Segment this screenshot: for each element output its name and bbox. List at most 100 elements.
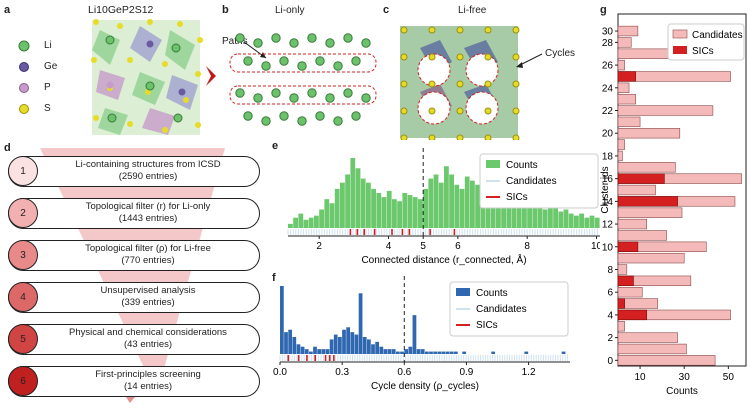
s-atom [428, 134, 436, 140]
y-tick-label: 26 [602, 61, 614, 72]
count-bar [300, 346, 305, 354]
crystal-structure-lgps [18, 19, 216, 135]
y-tick-label: 22 [602, 106, 614, 117]
count-bar [329, 339, 334, 354]
legend-counts-swatch [486, 160, 500, 168]
li-atom [351, 56, 361, 66]
li-atom [261, 116, 271, 126]
count-bar [418, 199, 423, 228]
count-bar [449, 174, 454, 228]
count-bar [386, 190, 392, 228]
count-bar [325, 349, 330, 354]
count-bar [594, 217, 600, 228]
count-bar [574, 215, 579, 228]
count-bar [412, 315, 417, 354]
count-bar [449, 351, 454, 354]
step-count: (2590 entries) [118, 171, 178, 182]
y-tick-label: 20 [602, 129, 614, 140]
candidate-bar [617, 355, 716, 366]
s-atom [456, 26, 464, 34]
x-tick-label: 0.0 [273, 367, 287, 378]
count-bar [345, 174, 350, 228]
count-bar [425, 351, 429, 354]
count-bar [464, 176, 470, 228]
sic-bar [617, 173, 665, 184]
legend-entry: SICs [692, 46, 714, 57]
count-bar [381, 197, 387, 228]
s-atom [456, 107, 464, 115]
count-bar [358, 293, 363, 354]
li-atom [325, 38, 335, 48]
y-tick-label: 24 [602, 83, 614, 94]
count-bar [420, 349, 425, 354]
panel-label-d: d [4, 142, 11, 154]
count-bar [350, 332, 355, 354]
count-bar [396, 351, 400, 354]
candidate-bar [617, 287, 643, 298]
count-bar [404, 349, 409, 354]
candidate-bar [617, 332, 678, 343]
y-tick-label: 18 [602, 151, 614, 162]
legend-p: P [44, 82, 51, 93]
step-number: 4 [8, 282, 38, 312]
count-bar [400, 351, 404, 354]
x-tick-label: 10 [591, 241, 600, 252]
step-count: (14 entries) [123, 381, 173, 392]
legend-entry: Candidates [476, 304, 527, 315]
count-bar [355, 168, 361, 228]
workflow-step-3: 3 Topological filter (ρ) for Li-free (770… [8, 240, 260, 271]
count-bar [475, 184, 480, 228]
count-bar [553, 207, 558, 228]
count-bar [462, 351, 467, 354]
y-tick-label: 12 [602, 220, 614, 231]
step-number: 6 [8, 366, 38, 396]
count-bar [334, 188, 340, 228]
count-bar [407, 195, 413, 228]
count-bar [402, 193, 408, 228]
s-atom [512, 107, 520, 115]
s-atom [512, 53, 520, 61]
step-title: Physical and chemical considerations [69, 327, 227, 338]
count-bar [454, 351, 458, 354]
workflow-step-2: 2 Topological filter (r) for Li-only (144… [8, 198, 260, 229]
step-text: Unsupervised analysis (339 entries) [43, 285, 253, 309]
count-bar [350, 158, 356, 228]
li-atom [235, 88, 245, 98]
count-bar [362, 337, 367, 354]
step-text: Topological filter (r) for Li-only (1443 … [43, 201, 253, 225]
y-tick-label: 0 [607, 356, 613, 367]
count-bar [454, 184, 460, 228]
count-bar [561, 351, 566, 354]
s-atom [484, 53, 492, 61]
sic-bar [617, 309, 647, 321]
li-atom [253, 38, 263, 48]
count-bar [324, 199, 330, 228]
sic-bar [617, 275, 634, 287]
count-bar [527, 199, 532, 228]
li-atom [343, 88, 353, 98]
count-bar [313, 346, 317, 354]
workflow-step-1: 1 Li-containing structures from ICSD (259… [8, 156, 260, 187]
s-atom [512, 80, 520, 88]
y-tick-label: 4 [607, 310, 613, 321]
step-text: Li-containing structures from ICSD (2590 … [43, 159, 253, 183]
candidate-bar [617, 264, 628, 275]
y-tick-label: 28 [602, 38, 614, 49]
s-atom [400, 26, 408, 34]
legend-box [449, 281, 569, 337]
panel-label-a: a [4, 4, 11, 16]
count-bar [304, 349, 309, 354]
li-atom [243, 111, 253, 121]
s-atom [400, 134, 408, 140]
li-atom [279, 111, 289, 121]
x-tick-label: 10 [635, 372, 647, 383]
li-atom [297, 61, 307, 71]
li-atom [343, 33, 353, 43]
step-count: (770 entries) [121, 255, 175, 266]
candidate-bar [617, 105, 714, 116]
candidate-bar [617, 128, 681, 139]
count-bar [444, 166, 449, 228]
s-atom [400, 107, 408, 115]
panel-label-e: e [272, 140, 279, 152]
count-bar [296, 344, 301, 354]
